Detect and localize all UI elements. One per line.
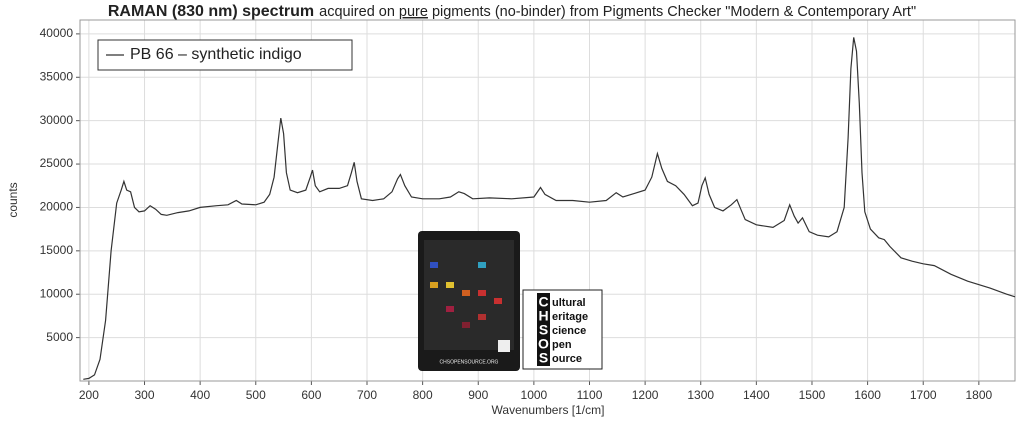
x-tick-label: 1800	[965, 388, 992, 402]
x-tick-label: 900	[468, 388, 488, 402]
x-tick-label: 1700	[910, 388, 937, 402]
plot-frame	[79, 19, 1016, 382]
card-text: CHSOPENSOURCE.ORG	[440, 359, 499, 365]
chart-title: RAMAN (830 nm) spectrum acquired on pure pi…	[108, 3, 916, 20]
x-tick-label: 1200	[632, 388, 659, 402]
x-tick-label: 1100	[577, 388, 603, 402]
x-tick-label: 600	[301, 388, 321, 402]
y-tick-label: 35000	[40, 69, 74, 83]
y-axis-label: counts	[6, 182, 20, 217]
legend-label: PB 66 – synthetic indigo	[130, 46, 302, 63]
logo-word: cience	[552, 325, 586, 337]
y-tick-label: 40000	[40, 26, 74, 40]
logo-letter: S	[539, 322, 548, 338]
series-line	[83, 37, 1016, 380]
card-swatches	[430, 262, 502, 328]
x-tick-label: 1400	[743, 388, 770, 402]
x-tick-label: 700	[357, 388, 377, 402]
x-tick-label: 1000	[521, 388, 548, 402]
y-tick-label: 10000	[40, 286, 74, 300]
x-tick-label: 300	[135, 388, 155, 402]
y-tick-label: 30000	[40, 113, 74, 127]
x-tick-label: 800	[413, 388, 433, 402]
x-tick-label: 1500	[799, 388, 826, 402]
logo-word: ource	[552, 353, 582, 365]
logo-word: pen	[552, 339, 572, 351]
logo-word: eritage	[552, 311, 588, 323]
logo-card: CHSOPENSOURCE.ORG	[418, 231, 603, 371]
x-tick-label: 1600	[854, 388, 881, 402]
title-part: acquired on	[319, 4, 395, 20]
plot-area: 5000 10000 15000 20000 25000 30000 35000 40000 2…	[40, 19, 1016, 402]
y-tick-label: 25000	[40, 156, 74, 170]
y-tick-label: 15000	[40, 243, 74, 257]
x-axis-label: Wavenumbers [1/cm]	[492, 403, 605, 417]
title-part: pure	[399, 4, 428, 20]
y-tick-label: 5000	[46, 330, 73, 344]
qr-code	[498, 340, 510, 352]
logo-letter: C	[538, 294, 548, 310]
logo-word: ultural	[552, 297, 586, 309]
x-tick-label: 400	[190, 388, 210, 402]
logo-letter: H	[538, 308, 548, 324]
logo-box	[522, 289, 603, 370]
x-tick-label: 500	[246, 388, 266, 402]
logo-letter: S	[539, 350, 548, 366]
legend-box	[97, 39, 353, 71]
title-part: pigments (no-binder) from Pigments Check…	[432, 4, 916, 20]
title-bold: RAMAN (830 nm) spectrum	[108, 3, 314, 20]
x-tick-label: 200	[79, 388, 99, 402]
logo-bar	[537, 293, 550, 366]
logo-letter: O	[538, 336, 549, 352]
x-tick-label: 1300	[687, 388, 714, 402]
y-tick-label: 20000	[40, 200, 74, 214]
